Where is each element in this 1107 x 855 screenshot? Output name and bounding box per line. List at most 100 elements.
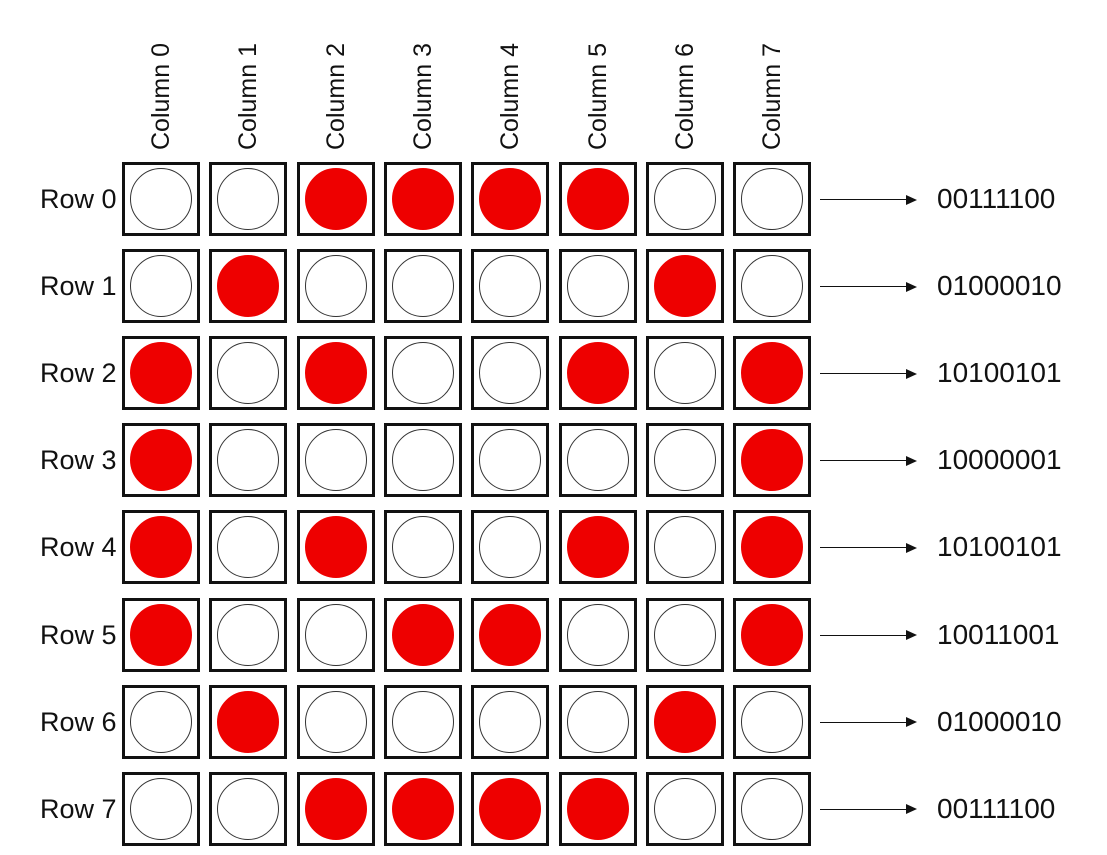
led-off-circle — [741, 777, 804, 840]
matrix-cell — [733, 336, 812, 411]
matrix-cell — [296, 771, 375, 846]
arrow-line — [820, 286, 908, 288]
led-on-circle — [566, 342, 629, 405]
arrow-head-icon — [906, 630, 917, 640]
led-off-circle — [566, 429, 629, 492]
matrix-cell — [733, 510, 812, 585]
matrix-cell — [122, 249, 200, 324]
led-on-circle — [130, 429, 192, 492]
arrow-line — [820, 460, 908, 462]
column-label: Column 4 — [496, 43, 525, 150]
matrix-cell — [209, 162, 288, 236]
matrix-cell — [558, 336, 637, 411]
led-on-circle — [741, 516, 804, 579]
matrix-cell — [471, 336, 550, 411]
led-off-circle — [391, 255, 454, 318]
row-binary-value: 10100101 — [937, 531, 1062, 563]
arrow-head-icon — [906, 717, 917, 728]
led-off-circle — [217, 516, 280, 579]
led-off-circle — [217, 603, 280, 666]
led-off-circle — [217, 429, 280, 492]
led-off-circle — [653, 342, 716, 405]
led-off-circle — [741, 168, 804, 230]
led-off-circle — [391, 516, 454, 579]
led-off-circle — [566, 603, 629, 666]
led-off-circle — [741, 690, 804, 753]
matrix-cell — [558, 249, 637, 324]
led-off-circle — [130, 690, 192, 753]
led-off-circle — [391, 429, 454, 492]
arrow-head-icon — [906, 194, 917, 205]
led-off-circle — [304, 429, 367, 492]
led-on-circle — [304, 342, 367, 405]
matrix-cell — [471, 423, 550, 498]
led-off-circle — [479, 342, 542, 405]
led-on-circle — [391, 603, 454, 666]
arrow-head-icon — [906, 542, 917, 553]
matrix-cell — [209, 423, 288, 498]
row-label: Row 7 — [40, 793, 117, 824]
row-binary-value: 01000010 — [937, 705, 1062, 737]
row-label: Row 3 — [40, 445, 117, 476]
matrix-cell — [296, 423, 375, 498]
led-off-circle — [304, 690, 367, 753]
led-off-circle — [391, 342, 454, 405]
row-binary-value: 10100101 — [937, 357, 1062, 389]
led-off-circle — [653, 429, 716, 492]
led-on-circle — [304, 516, 367, 579]
matrix-cell — [733, 597, 812, 672]
matrix-cell — [122, 684, 200, 759]
matrix-cell — [471, 771, 550, 846]
led-off-circle — [217, 342, 280, 405]
matrix-cell — [122, 336, 200, 411]
matrix-cell — [122, 771, 200, 846]
matrix-cell — [209, 771, 288, 846]
matrix-cell — [645, 597, 724, 672]
matrix-cell — [733, 423, 812, 498]
led-on-circle — [304, 168, 367, 230]
matrix-cell — [471, 510, 550, 585]
led-off-circle — [653, 516, 716, 579]
arrow-line — [820, 547, 908, 549]
matrix-cell — [122, 510, 200, 585]
arrow-head-icon — [906, 281, 917, 292]
led-on-circle — [130, 603, 192, 666]
matrix-cell — [383, 249, 462, 324]
matrix-cell — [558, 423, 637, 498]
matrix-cell — [209, 510, 288, 585]
column-label: Column 3 — [408, 43, 437, 150]
column-label: Column 7 — [758, 43, 787, 150]
led-off-circle — [653, 603, 716, 666]
led-on-circle — [653, 255, 716, 318]
led-on-circle — [391, 777, 454, 840]
column-label: Column 2 — [321, 43, 350, 150]
matrix-cell — [383, 162, 462, 236]
matrix-cell — [383, 771, 462, 846]
matrix-cell — [471, 597, 550, 672]
matrix-cell — [645, 771, 724, 846]
led-off-circle — [741, 255, 804, 318]
matrix-cell — [209, 249, 288, 324]
led-off-circle — [653, 168, 716, 230]
led-on-circle — [391, 168, 454, 230]
matrix-cell — [645, 336, 724, 411]
matrix-cell — [733, 162, 812, 236]
matrix-cell — [296, 249, 375, 324]
column-label: Column 5 — [583, 43, 612, 150]
led-on-circle — [479, 168, 542, 230]
led-off-circle — [130, 255, 192, 318]
matrix-cell — [296, 336, 375, 411]
matrix-cell — [296, 510, 375, 585]
matrix-cell — [558, 510, 637, 585]
led-off-circle — [479, 516, 542, 579]
led-off-circle — [130, 777, 192, 840]
arrow-line — [820, 808, 908, 810]
led-off-circle — [566, 255, 629, 318]
matrix-cell — [383, 336, 462, 411]
row-label: Row 1 — [40, 271, 117, 302]
column-label: Column 6 — [670, 43, 699, 150]
matrix-cell — [645, 510, 724, 585]
row-label: Row 6 — [40, 706, 117, 737]
column-label: Column 0 — [147, 43, 175, 150]
